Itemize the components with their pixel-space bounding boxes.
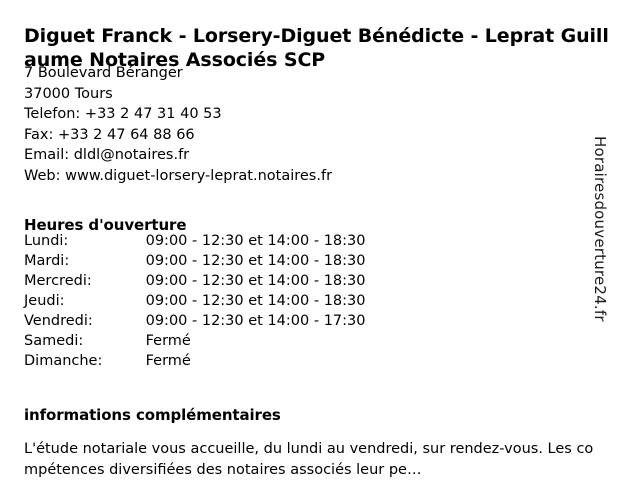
hours-day-label: Lundi: xyxy=(24,233,69,249)
contact-block: 7 Boulevard Béranger 37000 Tours Telefon… xyxy=(24,63,584,186)
table-row: Lundi: 09:00 - 12:30 et 14:00 - 18:30 xyxy=(24,231,544,251)
hours-time-value: 09:00 - 12:30 et 14:00 - 18:30 xyxy=(145,273,366,289)
website-line[interactable]: Web: www.diguet-lorsery-leprat.notaires.… xyxy=(24,167,333,184)
table-row: Vendredi: 09:00 - 12:30 et 14:00 - 17:30 xyxy=(24,311,544,331)
hours-day-label: Jeudi: xyxy=(24,293,65,309)
table-row: Mardi: 09:00 - 12:30 et 14:00 - 18:30 xyxy=(24,251,544,271)
hours-day-label: Samedi: xyxy=(24,333,84,349)
hours-day-label: Mercredi: xyxy=(24,273,92,289)
table-row: Jeudi: 09:00 - 12:30 et 14:00 - 18:30 xyxy=(24,291,544,311)
hours-time-value: 09:00 - 12:30 et 14:00 - 18:30 xyxy=(145,293,366,309)
additional-info-text: L'étude notariale vous accueille, du lun… xyxy=(24,440,594,478)
table-row: Mercredi: 09:00 - 12:30 et 14:00 - 18:30 xyxy=(24,271,544,291)
opening-hours-table: Lundi: 09:00 - 12:30 et 14:00 - 18:30 Ma… xyxy=(24,231,544,371)
hours-time-value: 09:00 - 12:30 et 14:00 - 18:30 xyxy=(145,253,366,269)
fax-line: Fax: +33 2 47 64 88 66 xyxy=(24,126,195,143)
address-city: 37000 Tours xyxy=(24,85,113,102)
hours-day-label: Dimanche: xyxy=(24,353,103,369)
table-row: Samedi: Fermé xyxy=(24,331,544,351)
hours-day-label: Mardi: xyxy=(24,253,70,269)
address-street: 7 Boulevard Béranger xyxy=(24,65,183,81)
hours-day-label: Vendredi: xyxy=(24,313,93,329)
hours-time-value: 09:00 - 12:30 et 14:00 - 17:30 xyxy=(145,313,366,329)
page-title: Diguet Franck - Lorsery-Diguet Bénédicte… xyxy=(24,24,609,71)
email-line[interactable]: Email: dldl@notaires.fr xyxy=(24,147,190,163)
hours-time-value: Fermé xyxy=(145,353,191,369)
phone-line: Telefon: +33 2 47 31 40 53 xyxy=(24,106,222,122)
opening-hours-heading: Heures d'ouverture xyxy=(24,216,187,235)
site-watermark: Horairesdouverture24.fr xyxy=(591,136,609,322)
hours-time-value: Fermé xyxy=(145,333,191,349)
table-row: Dimanche: Fermé xyxy=(24,351,544,371)
additional-info-heading: informations complémentaires xyxy=(24,406,281,425)
hours-time-value: 09:00 - 12:30 et 14:00 - 18:30 xyxy=(145,233,366,249)
